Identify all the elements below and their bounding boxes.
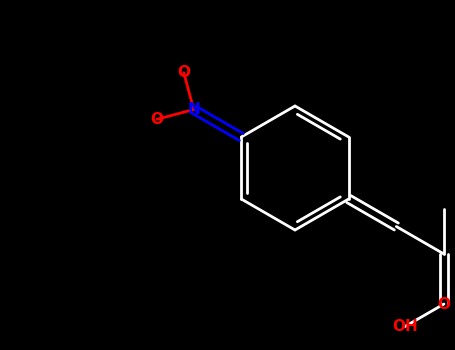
Text: O: O [151, 112, 163, 127]
Text: OH: OH [392, 319, 418, 334]
Text: N: N [187, 102, 200, 117]
Text: O: O [177, 65, 190, 80]
Text: O: O [437, 296, 450, 312]
